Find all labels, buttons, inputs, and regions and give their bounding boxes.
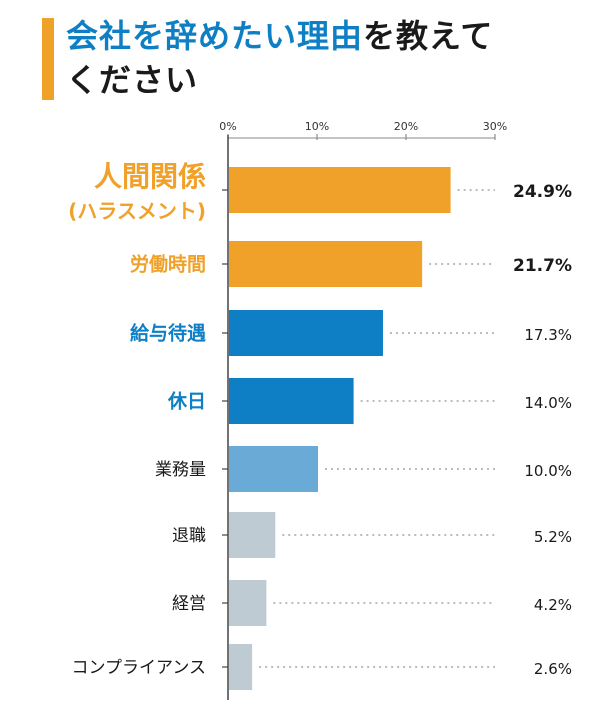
value-label: 24.9% (513, 182, 572, 202)
category-label: 休日 (167, 391, 206, 413)
bar (229, 241, 423, 287)
bar (229, 167, 451, 213)
title-line2: ください (66, 61, 199, 99)
value-label: 14.0% (524, 394, 572, 412)
category-label: 労働時間 (130, 253, 206, 276)
category-label: 業務量 (155, 460, 206, 480)
title-accent-bar (42, 18, 54, 100)
category-label: 経営 (172, 594, 206, 614)
category-label: 給与待遇 (130, 322, 206, 345)
value-label: 17.3% (524, 326, 572, 344)
x-tick-label: 30% (483, 120, 507, 133)
value-label: 10.0% (524, 462, 572, 480)
bar (229, 580, 267, 626)
bar (229, 310, 383, 356)
x-tick-label: 0% (219, 120, 236, 133)
value-label: 4.2% (534, 596, 572, 614)
title-rest: を教えて (363, 17, 494, 55)
value-label: 5.2% (534, 528, 572, 546)
category-label: 人間関係(ハラスメント) (68, 160, 206, 223)
x-tick-label: 10% (305, 120, 329, 133)
category-label: コンプライアンス (72, 658, 206, 678)
value-label: 21.7% (513, 256, 572, 276)
x-tick-label: 20% (394, 120, 418, 133)
bar (229, 644, 253, 690)
chart-title: 会社を辞めたい理由を教えて ください (66, 14, 566, 102)
title-highlight: 会社を辞めたい理由 (66, 17, 364, 55)
category-label: 退職 (172, 526, 206, 546)
value-label: 2.6% (534, 660, 572, 678)
bar (229, 378, 354, 424)
bar (229, 446, 318, 492)
bar (229, 512, 276, 558)
